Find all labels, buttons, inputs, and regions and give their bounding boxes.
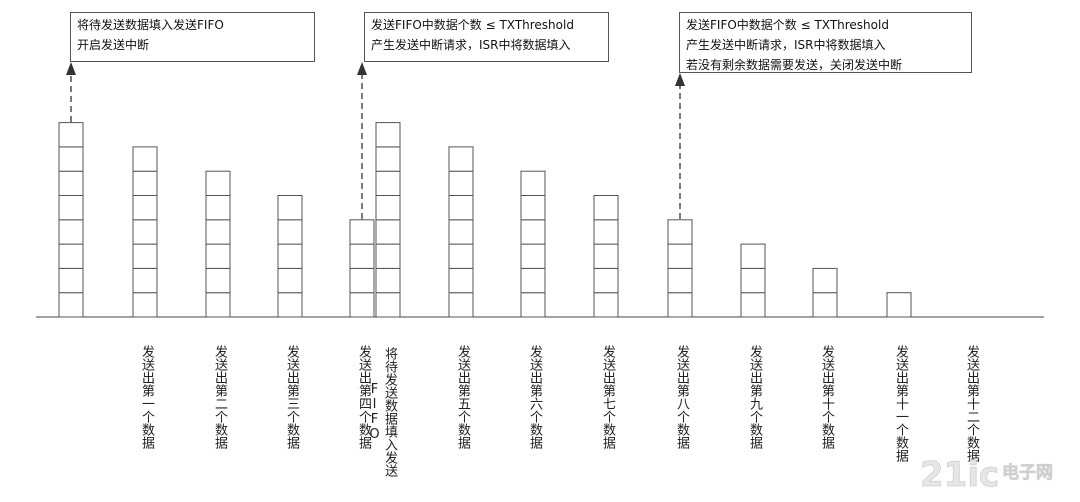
column-label: 发送出第七个数据 [600,345,615,449]
fifo-cell [132,267,158,294]
fifo-cell [593,219,619,245]
fifo-cell [812,267,838,294]
fifo-cell [667,292,693,318]
column-label: 发送出第十个数据 [819,345,834,449]
fifo-cell [132,170,158,196]
fifo-cell [277,195,303,221]
note-3-line-3: 若没有剩余数据需要发送，关闭发送中断 [686,58,903,72]
fifo-cell [58,243,84,269]
column-label: 发送出第六个数据 [527,345,542,449]
fifo-cell [448,243,474,269]
fifo-cell [448,292,474,318]
site-logo: 21ic 电子网 [920,455,1054,494]
fifo-cell [740,267,766,294]
fifo-cell [205,292,231,318]
fifo-cell [593,292,619,318]
fifo-cell [375,122,401,148]
fifo-cell [132,146,158,172]
fifo-cell [375,195,401,221]
fifo-cell [132,292,158,318]
svg-text:电子网: 电子网 [1002,462,1053,483]
fifo-cell [593,267,619,294]
fifo-cell [375,292,401,318]
fifo-cell [205,170,231,196]
fifo-cell [667,243,693,269]
fifo-cell [277,292,303,318]
fifo-cell [58,219,84,245]
column-label: 发送出第三个数据 [284,345,299,449]
column-label: 将待发送数据填入发送FIFO [367,347,397,477]
fifo-cell [205,243,231,269]
fifo-cell [520,170,546,196]
column-label: 发送出第四个数据 [356,345,371,449]
svg-text:21ic: 21ic [920,455,999,494]
fifo-cell [58,122,84,148]
note-1-line-2: 开启发送中断 [77,38,150,52]
fifo-cell [349,219,375,245]
fifo-cell [448,170,474,196]
arrow-head-2 [357,62,367,75]
note-fill-fifo: 将待发送数据填入发送FIFO 开启发送中断 [70,12,315,62]
note-threshold-disable: 发送FIFO中数据个数 ≤ TXThreshold 产生发送中断请求，ISR中将… [679,12,972,73]
fifo-cell [740,292,766,318]
fifo-cell [448,195,474,221]
fifo-cell [520,195,546,221]
fifo-cell [349,243,375,269]
fifo-cell [886,292,912,318]
fifo-cell [132,243,158,269]
fifo-cell [740,243,766,269]
fifo-cell [667,267,693,294]
fifo-cell [520,219,546,245]
fifo-cell [277,219,303,245]
fifo-cell [448,146,474,172]
column-label: 发送出第十一个数据 [893,345,908,462]
note-2-line-2: 产生发送中断请求，ISR中将数据填入 [371,38,571,52]
fifo-cell [349,267,375,294]
note-1-line-1: 将待发送数据填入发送FIFO [77,18,224,32]
fifo-cell [375,146,401,172]
fifo-cell [58,267,84,294]
fifo-cell [58,170,84,196]
fifo-cell [58,195,84,221]
column-label: 发送出第五个数据 [455,345,470,449]
column-label: 发送出第二个数据 [212,345,227,449]
fifo-cell [448,219,474,245]
fifo-cell [349,292,375,318]
fifo-cell [277,267,303,294]
fifo-cell [205,195,231,221]
column-label: 发送出第十二个数据 [964,345,979,462]
fifo-cell [58,292,84,318]
arrow-head-1 [66,62,76,75]
fifo-cell [448,267,474,294]
fifo-cell [205,219,231,245]
fifo-cell [593,195,619,221]
fifo-cell [667,219,693,245]
fifo-cell [132,219,158,245]
fifo-cell [812,292,838,318]
fifo-cell [375,267,401,294]
fifo-cell [375,219,401,245]
column-label: 发送出第九个数据 [747,345,762,449]
fifo-cell [375,170,401,196]
fifo-cell [520,267,546,294]
column-label: 发送出第八个数据 [674,345,689,449]
note-threshold-interrupt: 发送FIFO中数据个数 ≤ TXThreshold 产生发送中断请求，ISR中将… [364,12,609,62]
fifo-cell [132,195,158,221]
fifo-cell [520,292,546,318]
fifo-cell [205,267,231,294]
fifo-cell [520,243,546,269]
note-3-line-1: 发送FIFO中数据个数 ≤ TXThreshold [686,18,889,32]
column-label: 发送出第一个数据 [139,345,154,449]
fifo-cell [58,146,84,172]
fifo-cell [375,243,401,269]
fifo-cell [593,243,619,269]
note-3-line-2: 产生发送中断请求，ISR中将数据填入 [686,38,886,52]
note-2-line-1: 发送FIFO中数据个数 ≤ TXThreshold [371,18,574,32]
fifo-cell [277,243,303,269]
arrow-head-3 [675,73,685,86]
